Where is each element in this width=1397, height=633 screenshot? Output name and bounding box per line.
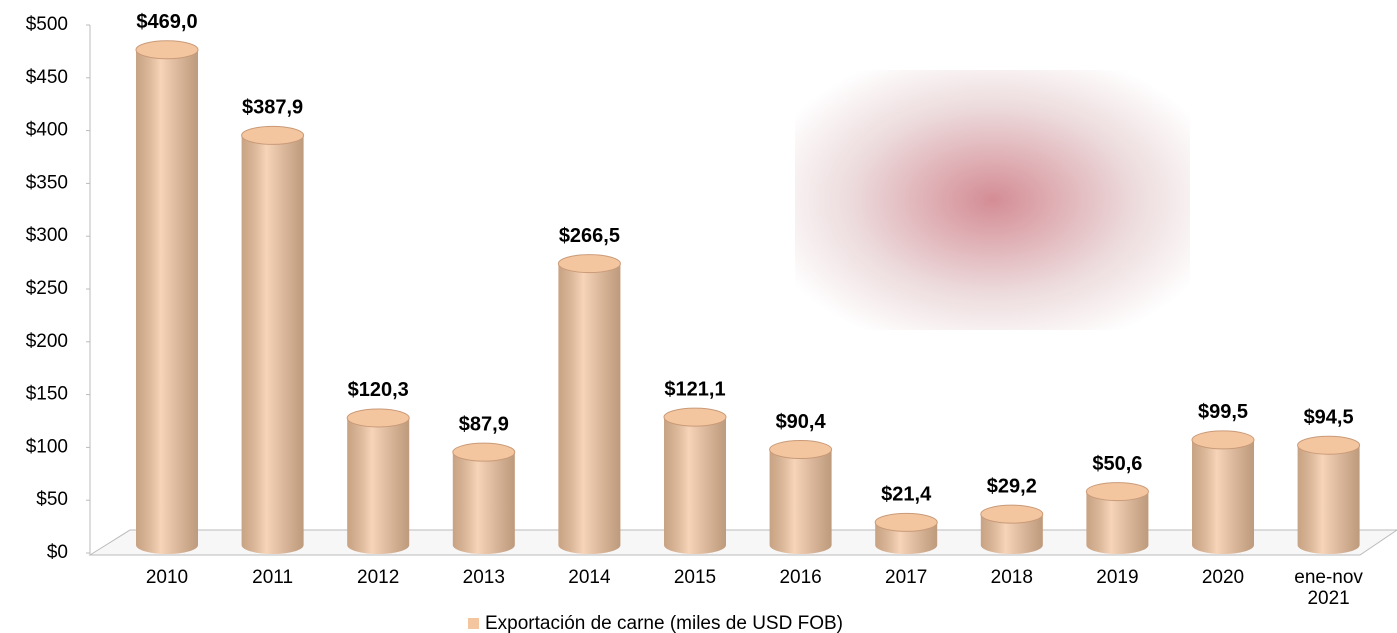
y-tick-label: $500 <box>26 14 68 35</box>
value-label: $266,5 <box>559 225 620 247</box>
x-tick-label: 2017 <box>885 567 928 588</box>
cylinder-shade <box>769 449 832 554</box>
value-label: $99,5 <box>1198 401 1248 423</box>
x-tick-label: 2020 <box>1201 567 1245 588</box>
x-tick-label: 2014 <box>568 567 611 588</box>
x-tick-label: 2015 <box>673 567 717 588</box>
value-label: $121,1 <box>664 378 725 400</box>
value-label: $387,9 <box>242 97 303 119</box>
cylinder-shade <box>980 514 1043 554</box>
y-tick-label: $150 <box>26 384 68 405</box>
cylinder-shade <box>558 263 621 554</box>
cylinder-top <box>769 440 833 460</box>
value-label: $87,9 <box>459 413 509 435</box>
legend-swatch <box>468 618 479 629</box>
x-tick-label: 2013 <box>462 567 505 588</box>
cylinder-top <box>874 512 938 532</box>
x-tick-label: 2010 <box>145 567 189 588</box>
y-tick-label: $200 <box>26 331 68 352</box>
cylinder-shade <box>1297 445 1360 554</box>
cylinder-shade <box>1086 491 1149 554</box>
value-label: $469,0 <box>136 11 197 33</box>
cylinder-top <box>135 40 199 60</box>
y-tick-label: $350 <box>26 172 68 193</box>
cylinder-top <box>557 254 621 274</box>
y-tick-label: $50 <box>36 489 68 510</box>
cylinder-top <box>1297 435 1361 455</box>
x-tick-label: 2016 <box>779 567 822 588</box>
cylinder-shade <box>347 417 410 554</box>
x-tick-label: 2012 <box>357 567 400 588</box>
value-label: $90,4 <box>776 411 827 433</box>
legend-label: Exportación de carne (miles de USD FOB) <box>485 613 843 633</box>
cylinder-top <box>452 442 516 462</box>
value-label: $50,6 <box>1092 453 1142 475</box>
cylinder-shade <box>452 452 515 554</box>
floor <box>88 529 1397 556</box>
x-tick-label: ene-nov 2021 <box>1294 567 1363 609</box>
cylinder-top <box>241 125 305 145</box>
value-label: $29,2 <box>987 475 1037 497</box>
cylinder-shade <box>1192 439 1254 554</box>
x-tick-label: 2019 <box>1096 567 1139 588</box>
value-label: $120,3 <box>348 379 409 401</box>
x-tick-label: 2011 <box>252 567 294 588</box>
cylinder-top <box>1085 482 1149 502</box>
cylinder-shade <box>664 417 726 554</box>
x-tick-label: 2018 <box>990 567 1033 588</box>
cylinder-top <box>663 407 727 427</box>
cylinder-top <box>980 504 1044 524</box>
y-tick-label: $100 <box>26 436 68 457</box>
y-tick-label: $250 <box>26 278 68 299</box>
cylinder-shade <box>241 135 304 554</box>
photo <box>795 70 1190 330</box>
cylinder-top <box>1191 430 1255 450</box>
value-label: $21,4 <box>881 484 932 506</box>
y-tick-label: $0 <box>47 542 68 563</box>
y-tick-label: $300 <box>26 225 68 246</box>
cylinder-top <box>346 408 410 428</box>
value-label: $94,5 <box>1304 406 1354 428</box>
cylinder-shade <box>136 49 198 555</box>
y-tick-label: $400 <box>26 120 68 141</box>
y-tick-label: $450 <box>26 67 68 88</box>
